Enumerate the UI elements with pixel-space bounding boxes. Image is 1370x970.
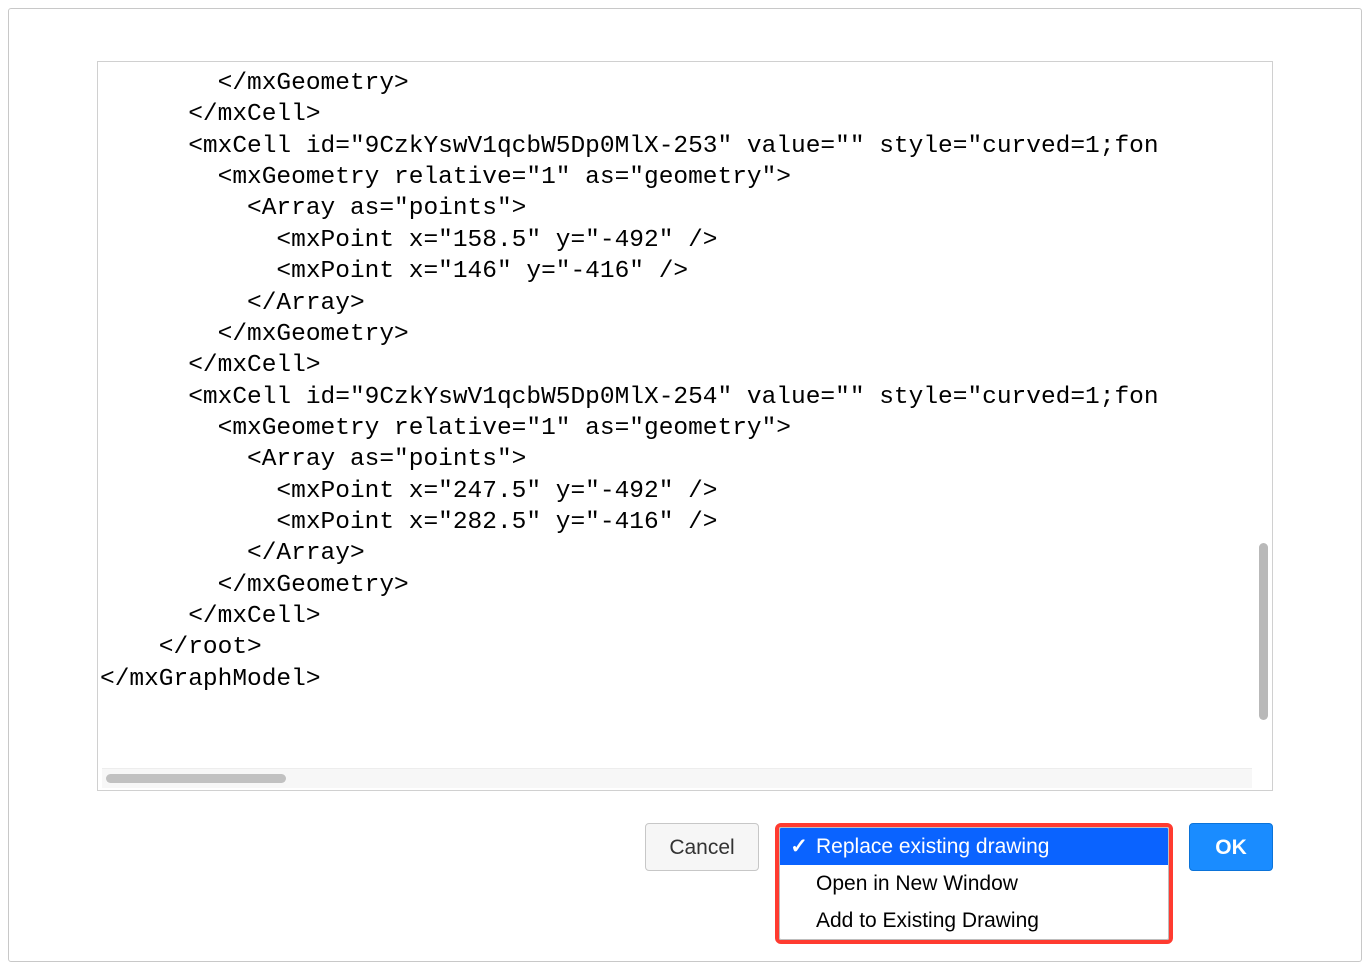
dropdown-item-replace-existing[interactable]: ✓ Replace existing drawing <box>780 828 1168 865</box>
horizontal-scrollbar-track[interactable] <box>102 768 1252 788</box>
checkmark-icon: ✓ <box>790 834 808 859</box>
horizontal-scrollbar-thumb[interactable] <box>106 774 286 783</box>
dropdown-item-label: Add to Existing Drawing <box>816 909 1039 933</box>
dropdown-item-add-existing[interactable]: Add to Existing Drawing <box>780 902 1168 939</box>
xml-import-dialog: Cancel ✓ Replace existing drawing Open i… <box>8 8 1362 962</box>
vertical-scrollbar-track[interactable] <box>1254 72 1268 754</box>
dropdown-item-open-new-window[interactable]: Open in New Window <box>780 865 1168 902</box>
import-mode-dropdown-highlight: ✓ Replace existing drawing Open in New W… <box>775 823 1173 944</box>
vertical-scrollbar-thumb[interactable] <box>1259 543 1268 720</box>
xml-textarea-container <box>97 61 1273 791</box>
dropdown-item-label: Open in New Window <box>816 872 1018 896</box>
dropdown-item-label: Replace existing drawing <box>816 835 1049 859</box>
cancel-button[interactable]: Cancel <box>645 823 759 871</box>
xml-textarea[interactable] <box>98 62 1272 790</box>
import-mode-dropdown[interactable]: ✓ Replace existing drawing Open in New W… <box>779 827 1169 940</box>
dialog-footer: Cancel ✓ Replace existing drawing Open i… <box>97 823 1273 943</box>
ok-button[interactable]: OK <box>1189 823 1273 871</box>
